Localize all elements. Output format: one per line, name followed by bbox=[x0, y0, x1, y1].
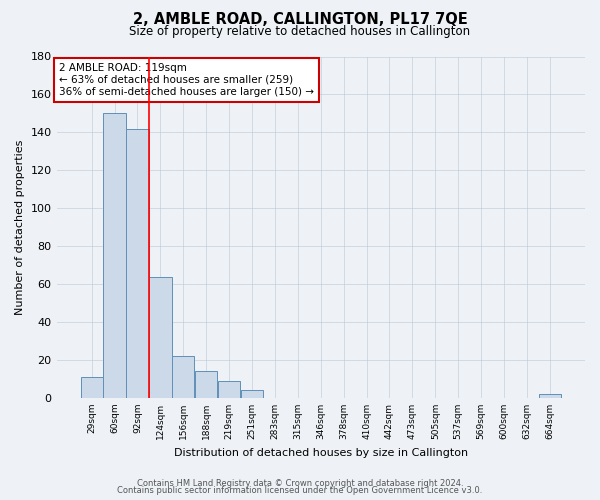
Text: Contains public sector information licensed under the Open Government Licence v3: Contains public sector information licen… bbox=[118, 486, 482, 495]
Bar bbox=[172, 356, 194, 398]
X-axis label: Distribution of detached houses by size in Callington: Distribution of detached houses by size … bbox=[174, 448, 468, 458]
Text: Contains HM Land Registry data © Crown copyright and database right 2024.: Contains HM Land Registry data © Crown c… bbox=[137, 478, 463, 488]
Text: Size of property relative to detached houses in Callington: Size of property relative to detached ho… bbox=[130, 25, 470, 38]
Bar bbox=[539, 394, 561, 398]
Y-axis label: Number of detached properties: Number of detached properties bbox=[15, 140, 25, 315]
Bar bbox=[127, 128, 149, 398]
Bar bbox=[149, 276, 172, 398]
Text: 2 AMBLE ROAD: 119sqm
← 63% of detached houses are smaller (259)
36% of semi-deta: 2 AMBLE ROAD: 119sqm ← 63% of detached h… bbox=[59, 64, 314, 96]
Bar bbox=[241, 390, 263, 398]
Bar bbox=[195, 372, 217, 398]
Bar bbox=[103, 114, 125, 398]
Text: 2, AMBLE ROAD, CALLINGTON, PL17 7QE: 2, AMBLE ROAD, CALLINGTON, PL17 7QE bbox=[133, 12, 467, 28]
Bar bbox=[218, 381, 240, 398]
Bar bbox=[80, 377, 103, 398]
